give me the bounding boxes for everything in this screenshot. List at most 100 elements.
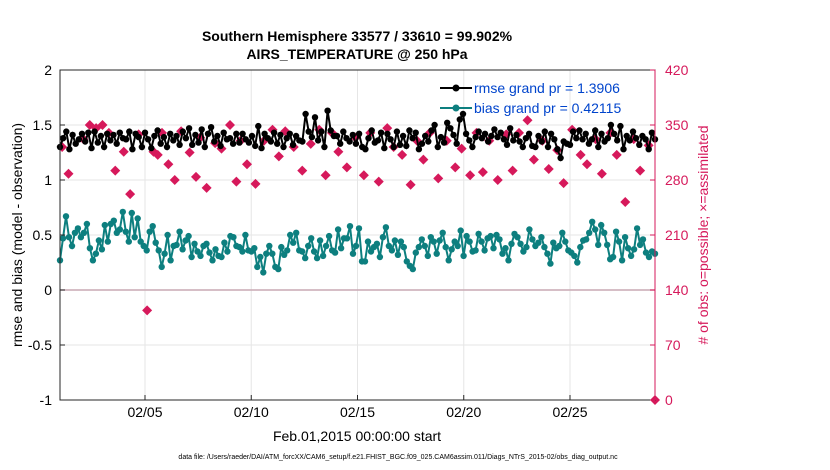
x-tick-label: 02/15 [340, 404, 375, 420]
rmse-point [447, 125, 454, 132]
obs-assimilated-marker [620, 197, 631, 207]
rmse-point [248, 132, 256, 140]
x-tick-label: 02/10 [234, 404, 269, 420]
rmse-point [277, 131, 284, 139]
rmse-point [469, 143, 476, 151]
obs-assimilated-marker [575, 149, 586, 160]
obs-assimilated-marker [231, 176, 242, 187]
bias-point [337, 245, 345, 252]
rmse-point [258, 144, 265, 152]
bias-point [92, 250, 100, 257]
bias-point [514, 234, 521, 241]
bias-point [547, 260, 554, 267]
rmse-point [557, 154, 564, 162]
rmse-point [122, 136, 130, 143]
bias-point [499, 250, 506, 257]
obs-assimilated-marker [456, 143, 467, 154]
bias-point [185, 232, 192, 240]
rmse-point [453, 140, 460, 147]
rmse-point [138, 143, 146, 151]
rmse-point [217, 142, 224, 150]
bias-point [630, 246, 638, 253]
obs-assimilated-marker [373, 176, 384, 187]
bias-point [325, 232, 333, 240]
obs-assimilated-marker [341, 162, 352, 173]
rmse-point [94, 139, 102, 146]
rmse-point [148, 144, 155, 152]
rmse-point [576, 127, 583, 134]
bias-point [316, 237, 324, 244]
bias-point [149, 223, 156, 230]
rmse-point [500, 136, 508, 143]
bias-point [618, 257, 626, 264]
bias-point [361, 258, 369, 265]
obs-assimilated-marker [611, 149, 622, 160]
rmse-point [179, 128, 186, 135]
obs-assimilated-marker [418, 154, 429, 165]
left-axis-ticks: -1 -0.5 0 0.5 1 1.5 2 [28, 62, 65, 408]
bias-point [322, 242, 330, 250]
rmse-point [327, 127, 334, 134]
bias-point [305, 242, 312, 250]
bias-point [466, 238, 473, 245]
rmse-point [207, 124, 215, 131]
rmse-point [192, 131, 199, 139]
rmse-point [151, 132, 158, 140]
rmse-point [72, 140, 79, 147]
bias-point [197, 252, 204, 260]
rmse-point [154, 127, 161, 134]
bias-point [221, 239, 228, 246]
obs-assimilated-marker [596, 168, 607, 179]
rmse-point [377, 129, 385, 136]
bias-point [609, 253, 617, 261]
bias-point [167, 257, 174, 264]
obs-assimilated-marker [358, 170, 369, 181]
bias-point [409, 265, 416, 273]
rmse-point [267, 138, 275, 145]
obs-assimilated-marker [142, 305, 153, 316]
rmse-point [252, 142, 259, 150]
rmse-point [617, 122, 624, 130]
rmse-point [270, 129, 278, 136]
obs-assimilated-marker [225, 120, 235, 130]
bias-point [612, 228, 620, 235]
rmse-point [104, 130, 111, 137]
rmse-point [519, 143, 526, 151]
rmse-point [167, 130, 174, 137]
rmse-point [399, 132, 407, 140]
bias-point [275, 265, 282, 273]
obs-assimilated-marker [273, 151, 284, 162]
rmse-point [554, 146, 561, 153]
bias-point [68, 242, 76, 250]
bias-point [436, 237, 443, 244]
bias-point [125, 238, 132, 245]
rmse-point [488, 132, 495, 140]
right-tick-label: 0 [665, 392, 673, 408]
bias-point [143, 247, 150, 254]
rmse-point [198, 126, 205, 133]
rmse-point [431, 121, 438, 129]
bias-point [101, 221, 109, 229]
bias-point [373, 240, 381, 247]
rmse-point [292, 132, 300, 140]
rmse-point [116, 129, 124, 136]
bias-point [299, 248, 306, 255]
bias-point [158, 263, 165, 271]
obs-assimilated-marker [97, 120, 108, 130]
chart-title: Southern Hemisphere 33577 / 33610 = 99.9… [202, 28, 513, 44]
bias-point [400, 243, 407, 251]
bias-point [415, 243, 422, 251]
obs-assimilated-marker [522, 115, 533, 126]
bias-point [529, 236, 536, 243]
bias-point [538, 234, 545, 241]
bias-point [424, 252, 431, 260]
x-tick-label: 02/20 [446, 404, 481, 420]
rmse-point [522, 135, 530, 142]
obs-assimilated-marker [152, 149, 163, 160]
rmse-point [368, 127, 375, 134]
bias-point [523, 243, 530, 251]
right-axis-label: # of obs: o=possible; ×=assimilated [695, 125, 711, 344]
bias-point [188, 253, 195, 261]
rmse-point [428, 127, 435, 134]
rmse-point [75, 136, 83, 143]
